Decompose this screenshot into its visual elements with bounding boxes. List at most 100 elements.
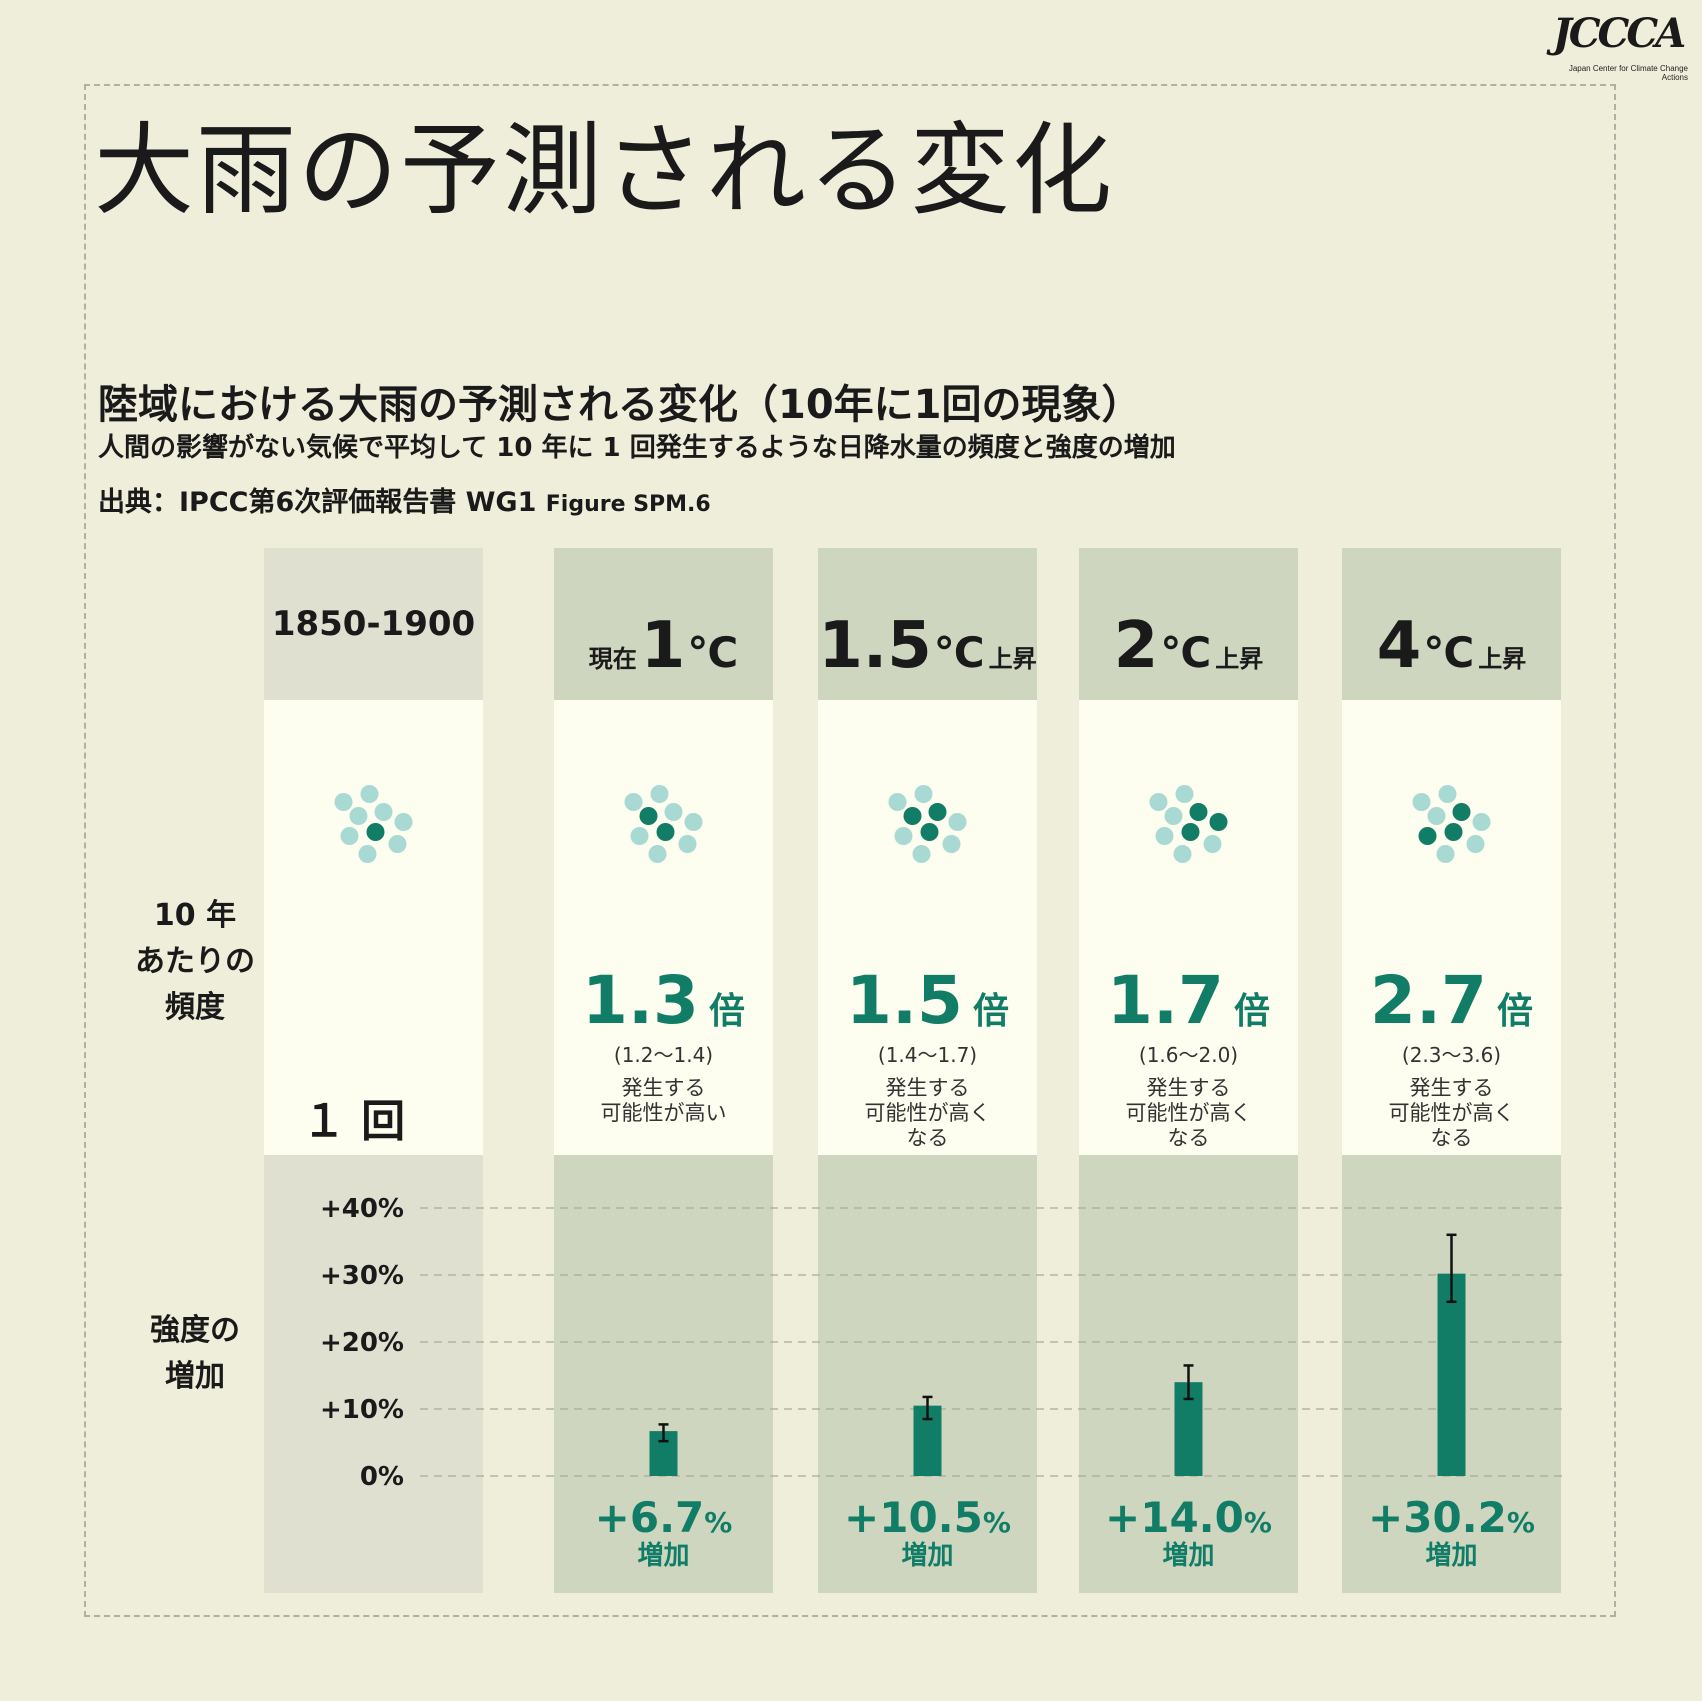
dark-rain-dot <box>920 823 939 841</box>
multiplier-unit: 倍 <box>1496 991 1533 1032</box>
scenario-suffix: 上昇 <box>1215 645 1264 673</box>
scenario-intensity-cell: +14.0% 増加 <box>1079 1155 1298 1593</box>
multiplier-range: (1.2〜1.4) <box>613 1043 714 1067</box>
baseline-intensity-cell <box>264 1155 483 1593</box>
multiplier-value: 2.7 <box>1370 962 1487 1039</box>
baseline-frequency: １ 回 <box>301 1096 406 1147</box>
scenario-header: 現在 1 ℃ <box>554 548 773 700</box>
dark-rain-dot <box>656 823 675 841</box>
light-rain-dot <box>394 813 413 831</box>
light-rain-dot <box>1173 845 1192 863</box>
likelihood-text: 発生する 可能性が高く なる <box>1125 1076 1252 1150</box>
light-rain-dot <box>1436 845 1455 863</box>
multiplier-value: 1.7 <box>1107 962 1224 1039</box>
dark-rain-dot <box>639 807 658 825</box>
scenario-frequency-cell: 1.5 倍 (1.4〜1.7) 発生する 可能性が高く なる <box>818 700 1037 1155</box>
increase-label: 増加 <box>901 1541 954 1571</box>
multiplier-value: 1.5 <box>846 962 963 1039</box>
light-rain-dot <box>648 845 667 863</box>
increase-value: +10.5 <box>844 1493 983 1542</box>
frequency-multiplier: 2.7 倍 <box>1342 962 1561 1039</box>
rain-dots-icon <box>624 785 703 863</box>
light-rain-dot <box>349 807 368 825</box>
light-rain-dot <box>630 827 649 845</box>
scenario-temp: 1.5 <box>818 609 932 683</box>
baseline-header: 1850-1900 <box>264 548 483 700</box>
dark-rain-dot <box>1444 823 1463 841</box>
page-title: 大雨の予測される変化 <box>94 112 1114 229</box>
scenario-temp: 4 <box>1376 609 1422 683</box>
increase-label: 増加 <box>637 1541 690 1571</box>
frequency-multiplier: 1.7 倍 <box>1079 962 1298 1039</box>
light-rain-dot <box>1175 785 1194 803</box>
scenario-frequency-cell: 1.3 倍 (1.2〜1.4) 発生する 可能性が高い <box>554 700 773 1155</box>
scenario-frequency-cell: 1.7 倍 (1.6〜2.0) 発生する 可能性が高く なる <box>1079 700 1298 1155</box>
light-rain-dot <box>650 785 669 803</box>
increase-unit: % <box>982 1506 1011 1539</box>
row-label-intensity: 強度の 増加 <box>150 1313 240 1394</box>
increase-unit: % <box>1243 1506 1272 1539</box>
multiplier-range: (1.4〜1.7) <box>877 1043 978 1067</box>
scenario-column: 2 ℃ 上昇 1.7 倍 (1.6〜2.0) 発生する 可能性が高く なる +14.0… <box>1079 548 1298 1593</box>
baseline-period: 1850-1900 <box>271 604 476 644</box>
chart-subtitle: 陸域における大雨の予測される変化（10年に1回の現象） <box>98 382 1142 428</box>
intensity-increase: +14.0% <box>1079 1493 1298 1542</box>
light-rain-dot <box>1466 835 1485 853</box>
light-rain-dot <box>912 845 931 863</box>
jccca-logo: JCCCA Japan Center for Climate Change Ac… <box>1548 10 1688 82</box>
source-figure: Figure SPM.6 <box>545 492 711 517</box>
likelihood-text: 発生する 可能性が高く なる <box>1388 1076 1515 1150</box>
multiplier-range: (1.6〜2.0) <box>1138 1043 1239 1067</box>
multiplier-unit: 倍 <box>708 991 745 1032</box>
scenario-deg: ℃ <box>933 628 985 677</box>
increase-label: 増加 <box>1162 1541 1215 1571</box>
increase-value: +6.7 <box>594 1493 705 1542</box>
baseline-frequency-cell: １ 回 <box>264 700 483 1155</box>
light-rain-dot <box>1155 827 1174 845</box>
dark-rain-dot <box>1189 803 1208 821</box>
scenario-intensity-cell: +6.7% 増加 <box>554 1155 773 1593</box>
multiplier-unit: 倍 <box>972 991 1009 1032</box>
intensity-increase: +10.5% <box>818 1493 1037 1542</box>
light-rain-dot <box>888 793 907 811</box>
dark-rain-dot <box>928 803 947 821</box>
scenario-frequency-cell: 2.7 倍 (2.3〜3.6) 発生する 可能性が高く なる <box>1342 700 1561 1155</box>
light-rain-dot <box>388 835 407 853</box>
scenario-intensity-cell: +10.5% 増加 <box>818 1155 1037 1593</box>
light-rain-dot <box>1472 813 1491 831</box>
multiplier-unit: 倍 <box>1233 991 1270 1032</box>
scenario-deg: ℃ <box>687 628 739 677</box>
increase-unit: % <box>1506 1506 1535 1539</box>
light-rain-dot <box>942 835 961 853</box>
logo-mark: JCCCA <box>1552 10 1686 57</box>
light-rain-dot <box>684 813 703 831</box>
dark-rain-dot <box>903 807 922 825</box>
scenario-temp: 2 <box>1113 609 1159 683</box>
light-rain-dot <box>1203 835 1222 853</box>
likelihood-text: 発生する 可能性が高く なる <box>864 1076 991 1150</box>
light-rain-dot <box>1412 793 1431 811</box>
light-rain-dot <box>1438 785 1457 803</box>
frequency-multiplier: 1.3 倍 <box>554 962 773 1039</box>
dark-rain-dot <box>1209 813 1228 831</box>
intensity-increase: +30.2% <box>1342 1493 1561 1542</box>
light-rain-dot <box>1427 807 1446 825</box>
dark-rain-dot <box>1418 827 1437 845</box>
scenario-header: 4 ℃ 上昇 <box>1342 548 1561 700</box>
scenario-deg: ℃ <box>1423 628 1475 677</box>
increase-value: +30.2 <box>1368 1493 1507 1542</box>
light-rain-dot <box>624 793 643 811</box>
dark-rain-dot <box>366 823 385 841</box>
logo-subtitle: Japan Center for Climate Change Actions <box>1568 64 1688 82</box>
rain-dots-icon <box>888 785 967 863</box>
increase-label: 増加 <box>1425 1541 1478 1571</box>
source-note: 出典：IPCC第6次評価報告書 WG1 Figure SPM.6 <box>98 480 711 519</box>
light-rain-dot <box>948 813 967 831</box>
light-rain-dot <box>894 827 913 845</box>
scenario-deg: ℃ <box>1160 628 1212 677</box>
baseline-column: 1850-1900 １ 回 <box>264 548 483 1593</box>
likelihood-text: 発生する 可能性が高い <box>600 1076 727 1125</box>
intensity-increase: +6.7% <box>554 1493 773 1542</box>
chart-description: 人間の影響がない気候で平均して 10 年に 1 回発生するような日降水量の頻度と… <box>98 433 1176 463</box>
light-rain-dot <box>334 793 353 811</box>
